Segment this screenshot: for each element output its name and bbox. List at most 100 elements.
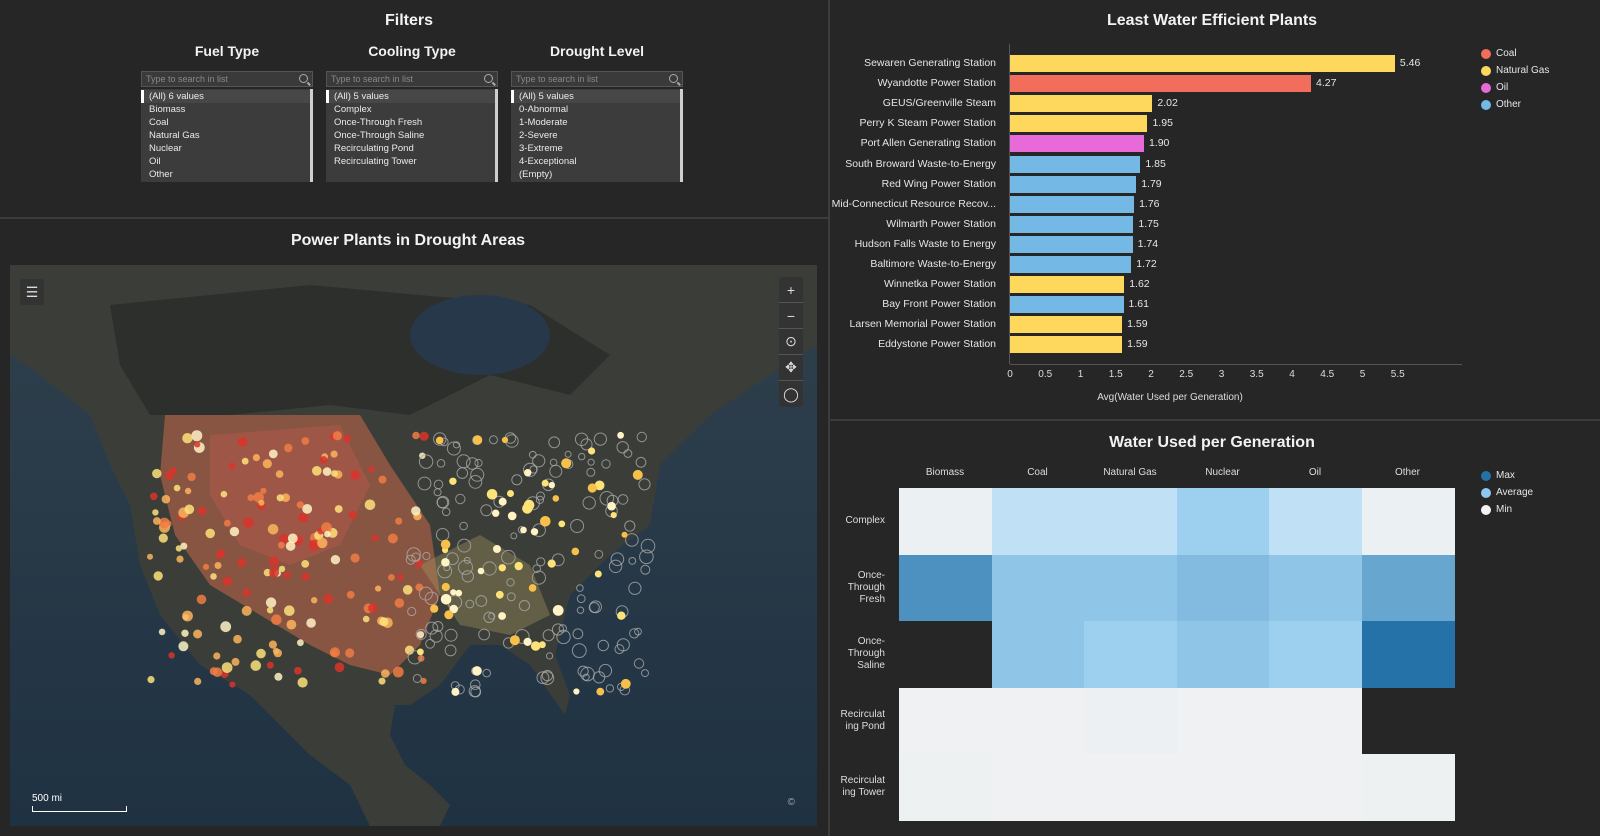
drought-level-list[interactable]: (All) 5 values 0-Abnormal 1-Moderate 2-Seve… (511, 89, 683, 182)
heatmap-cell[interactable] (899, 687, 992, 755)
plant-marker-empty[interactable] (475, 595, 488, 607)
zoom-out-icon[interactable]: − (779, 303, 803, 329)
plant-marker-empty[interactable] (580, 438, 593, 451)
plant-marker-empty[interactable] (536, 671, 550, 685)
heatmap-cell[interactable] (1269, 554, 1362, 622)
plant-marker-empty[interactable] (640, 538, 656, 554)
bar[interactable] (1010, 175, 1137, 193)
plant-marker[interactable] (196, 594, 207, 605)
heatmap-cell[interactable] (1361, 621, 1455, 688)
plant-marker[interactable] (298, 512, 309, 523)
plant-marker[interactable] (441, 558, 450, 567)
plant-marker[interactable] (271, 614, 282, 625)
plant-marker-empty[interactable] (489, 435, 498, 445)
heatmap-cell[interactable] (1176, 488, 1270, 555)
plant-marker[interactable] (237, 437, 248, 447)
list-item[interactable]: Once-Through Saline (334, 130, 425, 141)
plant-marker[interactable] (368, 466, 375, 473)
plant-marker[interactable] (268, 640, 277, 649)
bar[interactable] (1010, 235, 1133, 253)
plant-marker[interactable] (184, 487, 192, 495)
plant-marker[interactable] (348, 510, 358, 520)
plant-marker-empty[interactable] (576, 606, 585, 614)
plant-marker[interactable] (308, 539, 320, 551)
plant-marker[interactable] (477, 567, 485, 575)
plant-marker-empty[interactable] (518, 600, 531, 612)
bar[interactable] (1010, 256, 1132, 273)
bar[interactable] (1010, 336, 1123, 354)
plant-marker[interactable] (541, 479, 549, 487)
plant-marker-empty[interactable] (468, 685, 481, 698)
plant-marker-empty[interactable] (576, 584, 584, 592)
plant-marker[interactable] (547, 559, 556, 568)
plant-marker-empty[interactable] (470, 467, 485, 482)
plant-marker-empty[interactable] (625, 533, 639, 547)
plant-marker[interactable] (158, 533, 168, 543)
plant-marker[interactable] (187, 472, 196, 482)
plant-marker[interactable] (147, 553, 153, 560)
plant-marker[interactable] (617, 611, 626, 620)
plant-marker-empty[interactable] (474, 458, 483, 468)
plant-marker-empty[interactable] (536, 557, 546, 567)
search-icon[interactable] (484, 74, 493, 83)
plant-marker[interactable] (153, 517, 161, 525)
heatmap-cell[interactable] (991, 687, 1085, 755)
plant-marker[interactable] (552, 495, 560, 502)
plant-marker-empty[interactable] (480, 504, 493, 517)
plant-marker-empty[interactable] (629, 628, 640, 639)
plant-marker[interactable] (378, 677, 386, 685)
plant-marker[interactable] (588, 447, 596, 455)
list-item[interactable]: Nuclear (149, 143, 182, 154)
plant-marker-empty[interactable] (444, 628, 458, 642)
plant-marker[interactable] (571, 547, 580, 556)
plant-marker[interactable] (285, 541, 296, 551)
plant-marker-empty[interactable] (633, 658, 645, 669)
plant-marker-empty[interactable] (407, 606, 417, 617)
layers-icon[interactable]: ☰ (25, 283, 39, 300)
plant-marker-empty[interactable] (459, 521, 468, 531)
plant-marker-empty[interactable] (407, 650, 422, 665)
plant-marker[interactable] (301, 437, 310, 445)
plant-marker[interactable] (632, 469, 643, 480)
plant-marker[interactable] (265, 597, 277, 608)
plant-marker-empty[interactable] (406, 547, 421, 562)
plant-marker-empty[interactable] (436, 459, 446, 468)
plant-marker[interactable] (388, 574, 395, 581)
plant-marker[interactable] (150, 492, 158, 501)
lasso-icon[interactable]: ◯ (783, 385, 799, 402)
heatmap-cell[interactable] (1176, 621, 1270, 688)
plant-marker[interactable] (153, 571, 163, 581)
plant-marker[interactable] (524, 469, 532, 477)
plant-marker[interactable] (283, 571, 291, 579)
plant-marker-empty[interactable] (415, 628, 427, 640)
plant-marker[interactable] (182, 433, 193, 444)
search-icon[interactable] (669, 74, 678, 83)
plant-marker[interactable] (330, 450, 338, 458)
plant-marker-empty[interactable] (456, 467, 469, 479)
plant-marker[interactable] (278, 541, 285, 549)
plant-marker-empty[interactable] (572, 628, 584, 640)
plant-marker-empty[interactable] (597, 639, 609, 652)
plant-marker[interactable] (472, 666, 482, 676)
plant-marker-empty[interactable] (433, 432, 447, 446)
plant-marker-empty[interactable] (506, 578, 515, 587)
list-item[interactable]: 4-Exceptional (519, 156, 577, 167)
heatmap-cell[interactable] (1084, 687, 1177, 755)
fuel-type-search-input[interactable]: Type to search in list (141, 71, 313, 87)
plant-marker[interactable] (332, 431, 342, 441)
plant-marker[interactable] (181, 629, 189, 637)
plant-marker[interactable] (258, 499, 265, 506)
bar[interactable] (1010, 296, 1124, 314)
list-item[interactable]: 2-Severe (519, 130, 558, 141)
plant-marker[interactable] (269, 567, 280, 578)
heatmap-legend-item[interactable]: Max (1481, 470, 1515, 481)
plant-marker[interactable] (449, 604, 459, 614)
plant-marker[interactable] (297, 677, 308, 688)
plant-marker[interactable] (237, 558, 247, 568)
plant-marker[interactable] (621, 531, 628, 538)
plant-marker-empty[interactable] (608, 559, 623, 573)
plant-marker[interactable] (296, 501, 304, 509)
plant-marker[interactable] (416, 631, 425, 639)
list-item[interactable]: Recirculating Pond (334, 143, 414, 154)
bar[interactable] (1010, 55, 1395, 72)
